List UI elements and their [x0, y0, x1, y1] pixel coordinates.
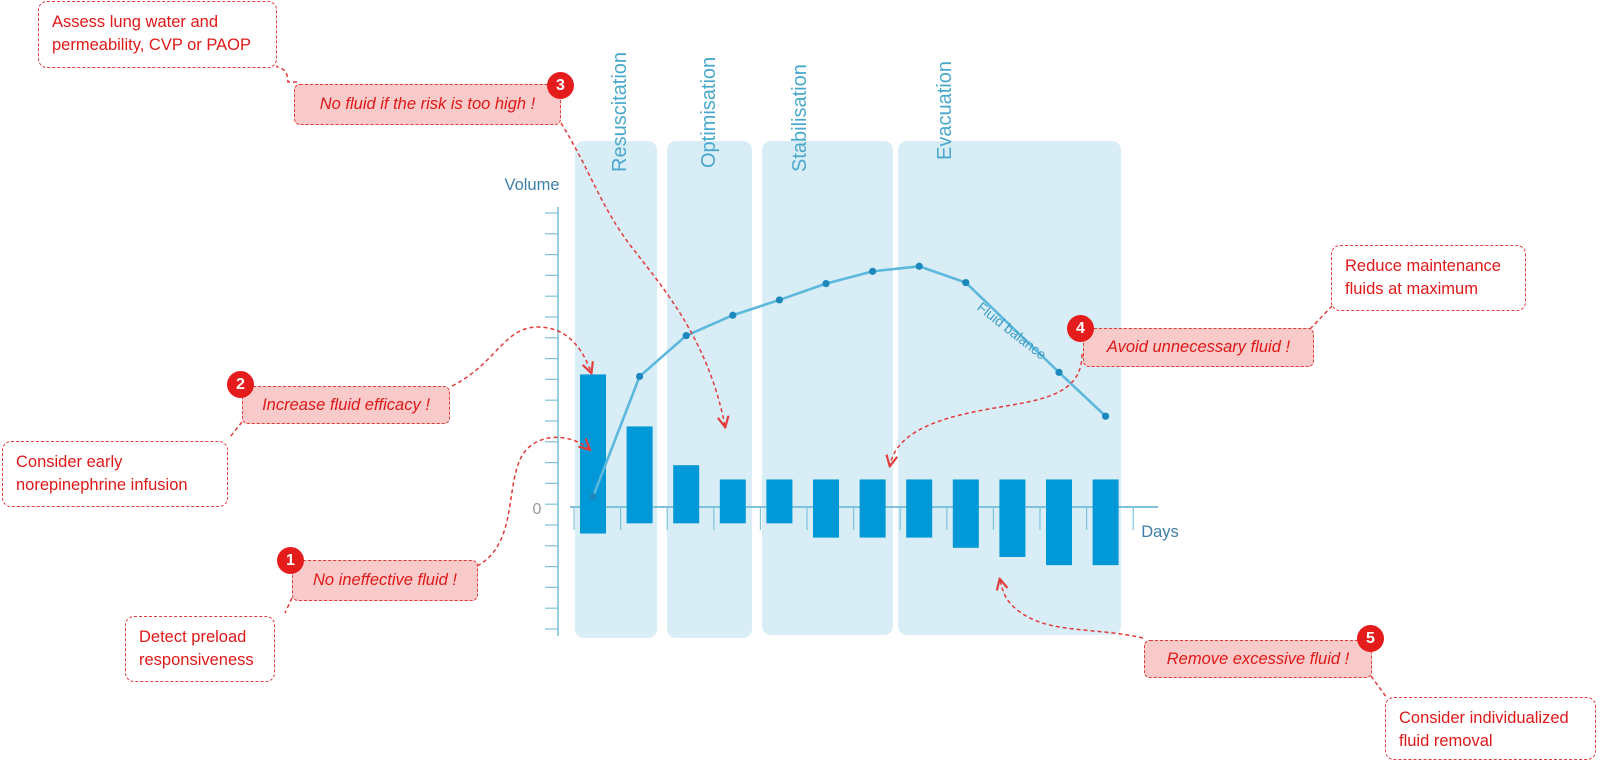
- alert-increase-efficacy: Increase fluid efficacy !: [242, 386, 450, 424]
- bar-output-day-8: [906, 507, 933, 538]
- note-line: Detect preload: [139, 628, 247, 646]
- y-axis-label: Volume: [504, 176, 559, 194]
- bar-input-day-6: [813, 479, 839, 507]
- alert-remove-excessive: Remove excessive fluid !: [1144, 640, 1372, 678]
- fluid-balance-point: [729, 311, 737, 319]
- bar-output-day-10: [999, 507, 1026, 557]
- x-axis-ticks: [573, 507, 1134, 530]
- phase-title-optimisation: Optimisation: [698, 57, 720, 168]
- bar-output-day-3: [673, 507, 700, 524]
- bar-output-day-7: [859, 507, 886, 538]
- note-line: fluids at maximum: [1345, 280, 1478, 298]
- y-axis-ticks: [545, 212, 558, 630]
- bar-input-day-7: [859, 479, 886, 507]
- bar-output-day-9: [952, 507, 979, 548]
- note-line: Consider individualized: [1399, 709, 1569, 727]
- bar-input-day-11: [1046, 479, 1072, 507]
- phase-panel-stabilisation: [762, 141, 893, 635]
- badge-1: 1: [277, 547, 304, 574]
- arrow-1: [476, 436, 589, 567]
- fluid-balance-point: [1102, 412, 1110, 420]
- connector-4-note: [1309, 304, 1334, 330]
- bar-input-day-1: [580, 374, 606, 507]
- fluid-balance-point: [1055, 368, 1063, 376]
- note-line: permeability, CVP or PAOP: [52, 36, 251, 54]
- connector-5-note: [1370, 675, 1388, 699]
- bar-output-day-6: [813, 507, 839, 538]
- note-individualized-removal: Consider individualized fluid removal: [1385, 697, 1596, 760]
- note-line: responsiveness: [139, 651, 254, 669]
- bar-output-day-2: [626, 507, 653, 524]
- badge-2: 2: [227, 371, 254, 398]
- phase-panel-evacuation: [898, 141, 1121, 635]
- y-zero-label: 0: [533, 501, 542, 518]
- badge-3: 3: [547, 72, 574, 99]
- fluid-balance-point: [775, 296, 784, 304]
- fluid-balance-point: [682, 332, 690, 340]
- bar-input-day-2: [626, 426, 653, 507]
- bar-input-day-9: [952, 479, 979, 507]
- phase-title-stabilisation: Stabilisation: [789, 64, 811, 172]
- note-detect-preload: Detect preload responsiveness: [125, 616, 275, 682]
- arrow-2: [451, 326, 591, 387]
- fluid-balance-point: [869, 267, 877, 275]
- badge-5: 5: [1357, 625, 1384, 652]
- note-reduce-maintenance: Reduce maintenance fluids at maximum: [1331, 245, 1526, 311]
- note-line: Reduce maintenance: [1345, 257, 1501, 275]
- note-line: Assess lung water and: [52, 13, 219, 31]
- arrow-4: [890, 353, 1083, 465]
- alert-avoid-unnecessary: Avoid unnecessary fluid !: [1083, 328, 1314, 367]
- bar-input-day-4: [719, 479, 746, 507]
- bar-output-day-1: [580, 507, 606, 534]
- badge-4: 4: [1067, 315, 1094, 342]
- note-line: fluid removal: [1399, 732, 1493, 750]
- bar-output-day-4: [719, 507, 746, 524]
- bars-group: [580, 374, 1119, 566]
- note-line: Consider early: [16, 453, 123, 471]
- arrow-3: [560, 122, 725, 426]
- alert-no-fluid-risk: No fluid if the risk is too high !: [294, 84, 561, 125]
- bar-output-day-5: [766, 507, 793, 524]
- fluid-balance-point: [822, 280, 830, 288]
- phase-panel-optimisation: [667, 141, 752, 638]
- connector-1-note: [284, 597, 293, 614]
- bar-input-day-8: [906, 479, 933, 507]
- fluid-balance-curve: [589, 262, 1110, 501]
- note-consider-norepinephrine: Consider early norepinephrine infusion: [2, 441, 228, 507]
- bar-input-day-12: [1092, 479, 1119, 507]
- bar-input-day-10: [999, 479, 1026, 507]
- fluid-balance-point: [915, 262, 923, 270]
- bar-output-day-12: [1092, 507, 1119, 566]
- bar-input-day-5: [766, 479, 793, 507]
- bar-output-day-11: [1046, 507, 1072, 566]
- connector-2-note: [229, 421, 243, 438]
- phase-title-resuscitation: Resuscitation: [609, 52, 631, 172]
- arrow-5: [1000, 580, 1144, 639]
- connector-3-note: [275, 65, 297, 83]
- bar-input-day-3: [673, 465, 700, 507]
- fluid-balance-point: [589, 493, 597, 501]
- x-axis-label: Days: [1141, 523, 1179, 541]
- phase-title-evacuation: Evacuation: [934, 61, 956, 160]
- alert-no-ineffective-fluid: No ineffective fluid !: [292, 560, 478, 601]
- fluid-balance-point: [962, 279, 970, 287]
- fluid-balance-point: [636, 372, 644, 381]
- note-assess-lung-water: Assess lung water and permeability, CVP …: [38, 1, 277, 68]
- note-line: norepinephrine infusion: [16, 476, 188, 494]
